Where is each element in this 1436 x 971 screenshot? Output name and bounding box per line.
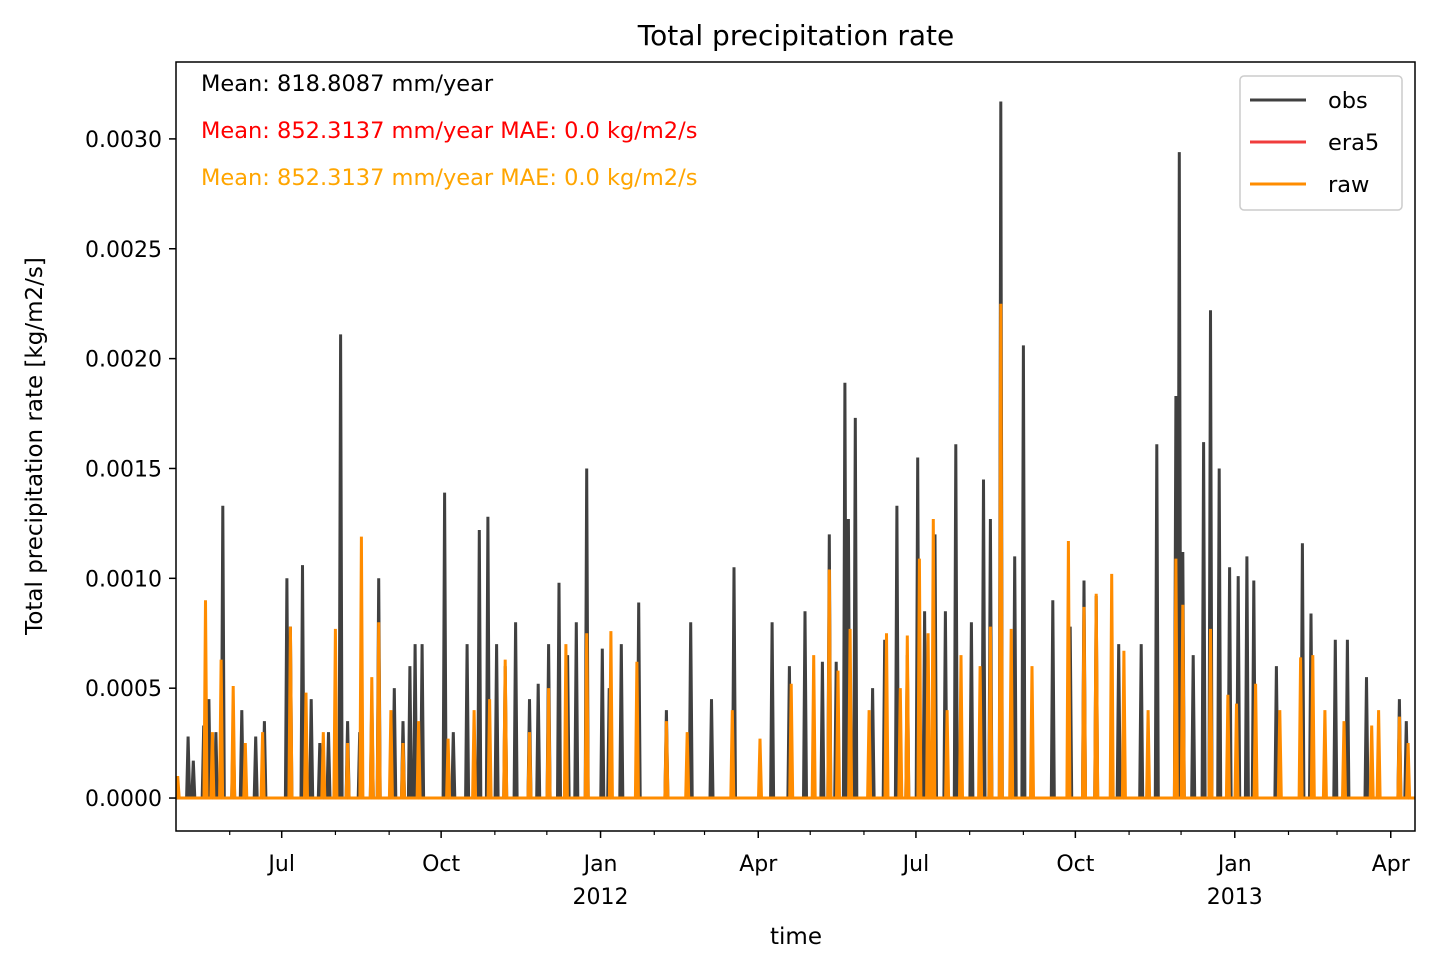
legend-label-raw: raw xyxy=(1328,172,1369,198)
y-tick-label: 0.0025 xyxy=(85,238,162,263)
y-axis-label: Total precipitation rate [kg/m2/s] xyxy=(22,257,48,636)
x-tick-label: Jan xyxy=(582,852,618,877)
legend: obs era5 raw xyxy=(1239,75,1403,211)
x-tick-label: Oct xyxy=(422,852,460,877)
x-tick-label: Apr xyxy=(1372,852,1411,877)
x-tick-label: Oct xyxy=(1056,852,1094,877)
legend-label-obs: obs xyxy=(1328,88,1368,114)
x-tick-label: Jul xyxy=(266,852,295,877)
y-tick-label: 0.0010 xyxy=(85,567,162,592)
y-tick-label: 0.0015 xyxy=(85,457,162,482)
x-tick-label: Jan xyxy=(1216,852,1252,877)
y-tick-label: 0.0005 xyxy=(85,677,162,702)
x-tick-year-label: 2013 xyxy=(1207,885,1263,910)
y-tick-label: 0.0000 xyxy=(85,787,162,812)
legend-box xyxy=(1239,75,1403,211)
axes: 0.0000 0.0005 0.0010 0.0015 0.0020 0.0025 0.00… xyxy=(85,61,1416,910)
plot-frame xyxy=(175,61,1416,832)
annotation-text: Mean: 818.8087 mm/year xyxy=(201,71,494,97)
plot-area xyxy=(176,101,1415,800)
series-line-raw xyxy=(176,303,1415,800)
x-axis-label: time xyxy=(770,924,822,950)
x-tick-label: Apr xyxy=(739,852,778,877)
x-tick-label: Jul xyxy=(901,852,930,877)
y-tick-label: 0.0030 xyxy=(85,128,162,153)
y-tick-label: 0.0020 xyxy=(85,348,162,373)
x-tick-year-label: 2012 xyxy=(573,885,629,910)
chart-title: Total precipitation rate xyxy=(637,19,954,52)
annotation-text: Mean: 852.3137 mm/year MAE: 0.0 kg/m2/s xyxy=(201,165,697,191)
annotations: Mean: 818.8087 mm/year Mean: 852.3137 mm/… xyxy=(201,71,697,191)
annotation-text: Mean: 852.3137 mm/year MAE: 0.0 kg/m2/s xyxy=(201,118,697,144)
legend-label-era5: era5 xyxy=(1328,130,1379,156)
